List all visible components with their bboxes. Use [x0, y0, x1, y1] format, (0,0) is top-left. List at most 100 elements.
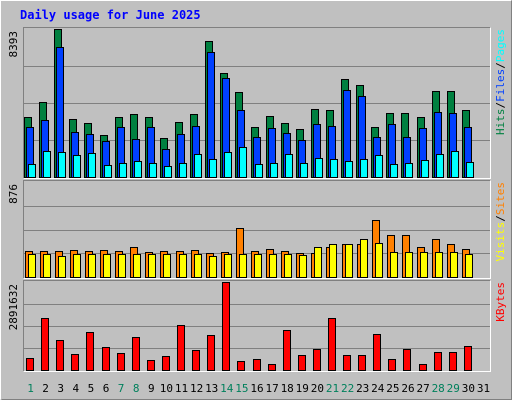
bar-kbytes-kbytes-day-22 — [343, 355, 351, 371]
x-tick-label-day-16: 16 — [250, 382, 263, 395]
bar-hits-pages-day-22 — [345, 161, 353, 178]
bar-hits-pages-day-17 — [270, 163, 278, 178]
panel-hits-bevel-dark — [23, 27, 491, 179]
bar-visits-visits-day-15 — [239, 254, 247, 278]
bar-kbytes-kbytes-day-14 — [222, 282, 230, 371]
bar-hits-pages-day-23 — [360, 159, 368, 178]
bar-kbytes-kbytes-day-17 — [268, 364, 276, 371]
bar-visits-visits-day-19 — [299, 255, 307, 278]
chart-title: Daily usage for June 2025 — [20, 8, 201, 22]
bar-hits-pages-day-7 — [119, 163, 127, 178]
bar-kbytes-kbytes-day-27 — [419, 364, 427, 371]
bar-visits-visits-day-29 — [450, 252, 458, 278]
bar-kbytes-kbytes-day-6 — [102, 347, 110, 371]
x-tick-label-day-3: 3 — [57, 382, 64, 395]
x-tick-label-day-5: 5 — [88, 382, 95, 395]
bar-visits-visits-day-14 — [224, 254, 232, 278]
bar-visits-visits-day-7 — [118, 254, 126, 278]
bar-hits-pages-day-29 — [451, 151, 459, 178]
bar-kbytes-kbytes-day-16 — [253, 359, 261, 371]
panel-hits-bevel-light — [23, 27, 491, 179]
legend-label-visits-1: / — [494, 215, 507, 222]
legend-label-hits-4: Pages — [494, 29, 507, 62]
bar-visits-visits-day-8 — [133, 254, 141, 278]
bar-kbytes-kbytes-day-1 — [26, 358, 34, 371]
y-max-label-kbytes: 2891632 — [7, 284, 20, 330]
bar-visits-visits-day-17 — [269, 254, 277, 278]
panel-kbytes-bevel-light — [23, 280, 491, 372]
bar-hits-pages-day-10 — [164, 166, 172, 178]
bar-hits-pages-day-20 — [315, 158, 323, 178]
bar-visits-visits-day-11 — [179, 254, 187, 278]
x-tick-label-day-25: 25 — [386, 382, 399, 395]
bar-visits-visits-day-21 — [329, 244, 337, 278]
bar-visits-visits-day-23 — [360, 239, 368, 278]
bar-visits-visits-day-27 — [420, 252, 428, 278]
bar-kbytes-kbytes-day-10 — [162, 356, 170, 371]
bar-kbytes-kbytes-day-5 — [86, 332, 94, 371]
bar-kbytes-kbytes-day-8 — [132, 337, 140, 371]
bar-kbytes-kbytes-day-23 — [358, 355, 366, 371]
bar-visits-visits-day-26 — [405, 252, 413, 278]
bar-hits-pages-day-8 — [134, 161, 142, 178]
x-tick-label-day-28: 28 — [432, 382, 445, 395]
bar-visits-visits-day-2 — [43, 254, 51, 278]
legend-label-visits-2: Sites — [494, 182, 507, 215]
bar-kbytes-kbytes-day-19 — [298, 355, 306, 371]
x-tick-label-day-18: 18 — [281, 382, 294, 395]
x-tick-label-day-19: 19 — [296, 382, 309, 395]
x-tick-label-day-13: 13 — [205, 382, 218, 395]
bar-hits-pages-day-18 — [285, 154, 293, 178]
bar-visits-visits-day-25 — [390, 252, 398, 278]
bar-kbytes-kbytes-day-26 — [403, 349, 411, 371]
bar-visits-visits-day-10 — [163, 254, 171, 278]
bar-kbytes-kbytes-day-18 — [283, 330, 291, 371]
bar-hits-pages-day-3 — [58, 152, 66, 178]
legend-label-visits-0: Visits — [494, 222, 507, 262]
panel-visits-bevel-light — [23, 180, 491, 279]
bar-visits-visits-day-24 — [375, 243, 383, 278]
bar-hits-pages-day-13 — [209, 159, 217, 178]
x-tick-label-day-21: 21 — [326, 382, 339, 395]
bar-hits-pages-day-9 — [149, 163, 157, 178]
x-tick-label-day-17: 17 — [265, 382, 278, 395]
panel-visits-bevel-dark — [23, 180, 491, 279]
x-tick-label-day-30: 30 — [462, 382, 475, 395]
legend-label-hits-2: Files — [494, 69, 507, 102]
bar-visits-visits-day-16 — [254, 254, 262, 278]
bar-hits-pages-day-26 — [405, 163, 413, 178]
x-tick-label-day-11: 11 — [175, 382, 188, 395]
bar-visits-visits-day-5 — [88, 254, 96, 278]
bar-visits-visits-day-20 — [314, 247, 322, 278]
bar-hits-pages-day-12 — [194, 154, 202, 178]
x-tick-label-day-1: 1 — [27, 382, 34, 395]
y-max-label-hits: 8393 — [7, 31, 20, 58]
bar-kbytes-kbytes-day-3 — [56, 340, 64, 371]
bar-visits-visits-day-28 — [435, 252, 443, 278]
bar-kbytes-kbytes-day-13 — [207, 335, 215, 371]
x-tick-label-day-2: 2 — [42, 382, 49, 395]
legend-label-hits-0: Hits — [494, 109, 507, 136]
bar-kbytes-kbytes-day-12 — [192, 350, 200, 371]
bar-visits-visits-day-4 — [73, 254, 81, 278]
bar-visits-visits-day-13 — [209, 256, 217, 278]
x-tick-label-day-10: 10 — [160, 382, 173, 395]
bar-kbytes-kbytes-day-4 — [71, 354, 79, 371]
x-tick-label-day-22: 22 — [341, 382, 354, 395]
bar-hits-files-day-13 — [207, 52, 215, 178]
legend-label-hits-1: / — [494, 102, 507, 109]
bar-hits-pages-day-4 — [73, 155, 81, 178]
x-tick-label-day-23: 23 — [356, 382, 369, 395]
bar-visits-visits-day-1 — [28, 254, 36, 278]
bar-visits-visits-day-18 — [284, 254, 292, 278]
legend-label-hits-3: / — [494, 62, 507, 69]
bar-kbytes-kbytes-day-2 — [41, 318, 49, 371]
bar-hits-pages-day-27 — [421, 160, 429, 178]
bar-visits-visits-day-12 — [194, 254, 202, 278]
bar-visits-visits-day-6 — [103, 254, 111, 278]
bar-kbytes-kbytes-day-21 — [328, 318, 336, 371]
bar-kbytes-kbytes-day-9 — [147, 360, 155, 371]
